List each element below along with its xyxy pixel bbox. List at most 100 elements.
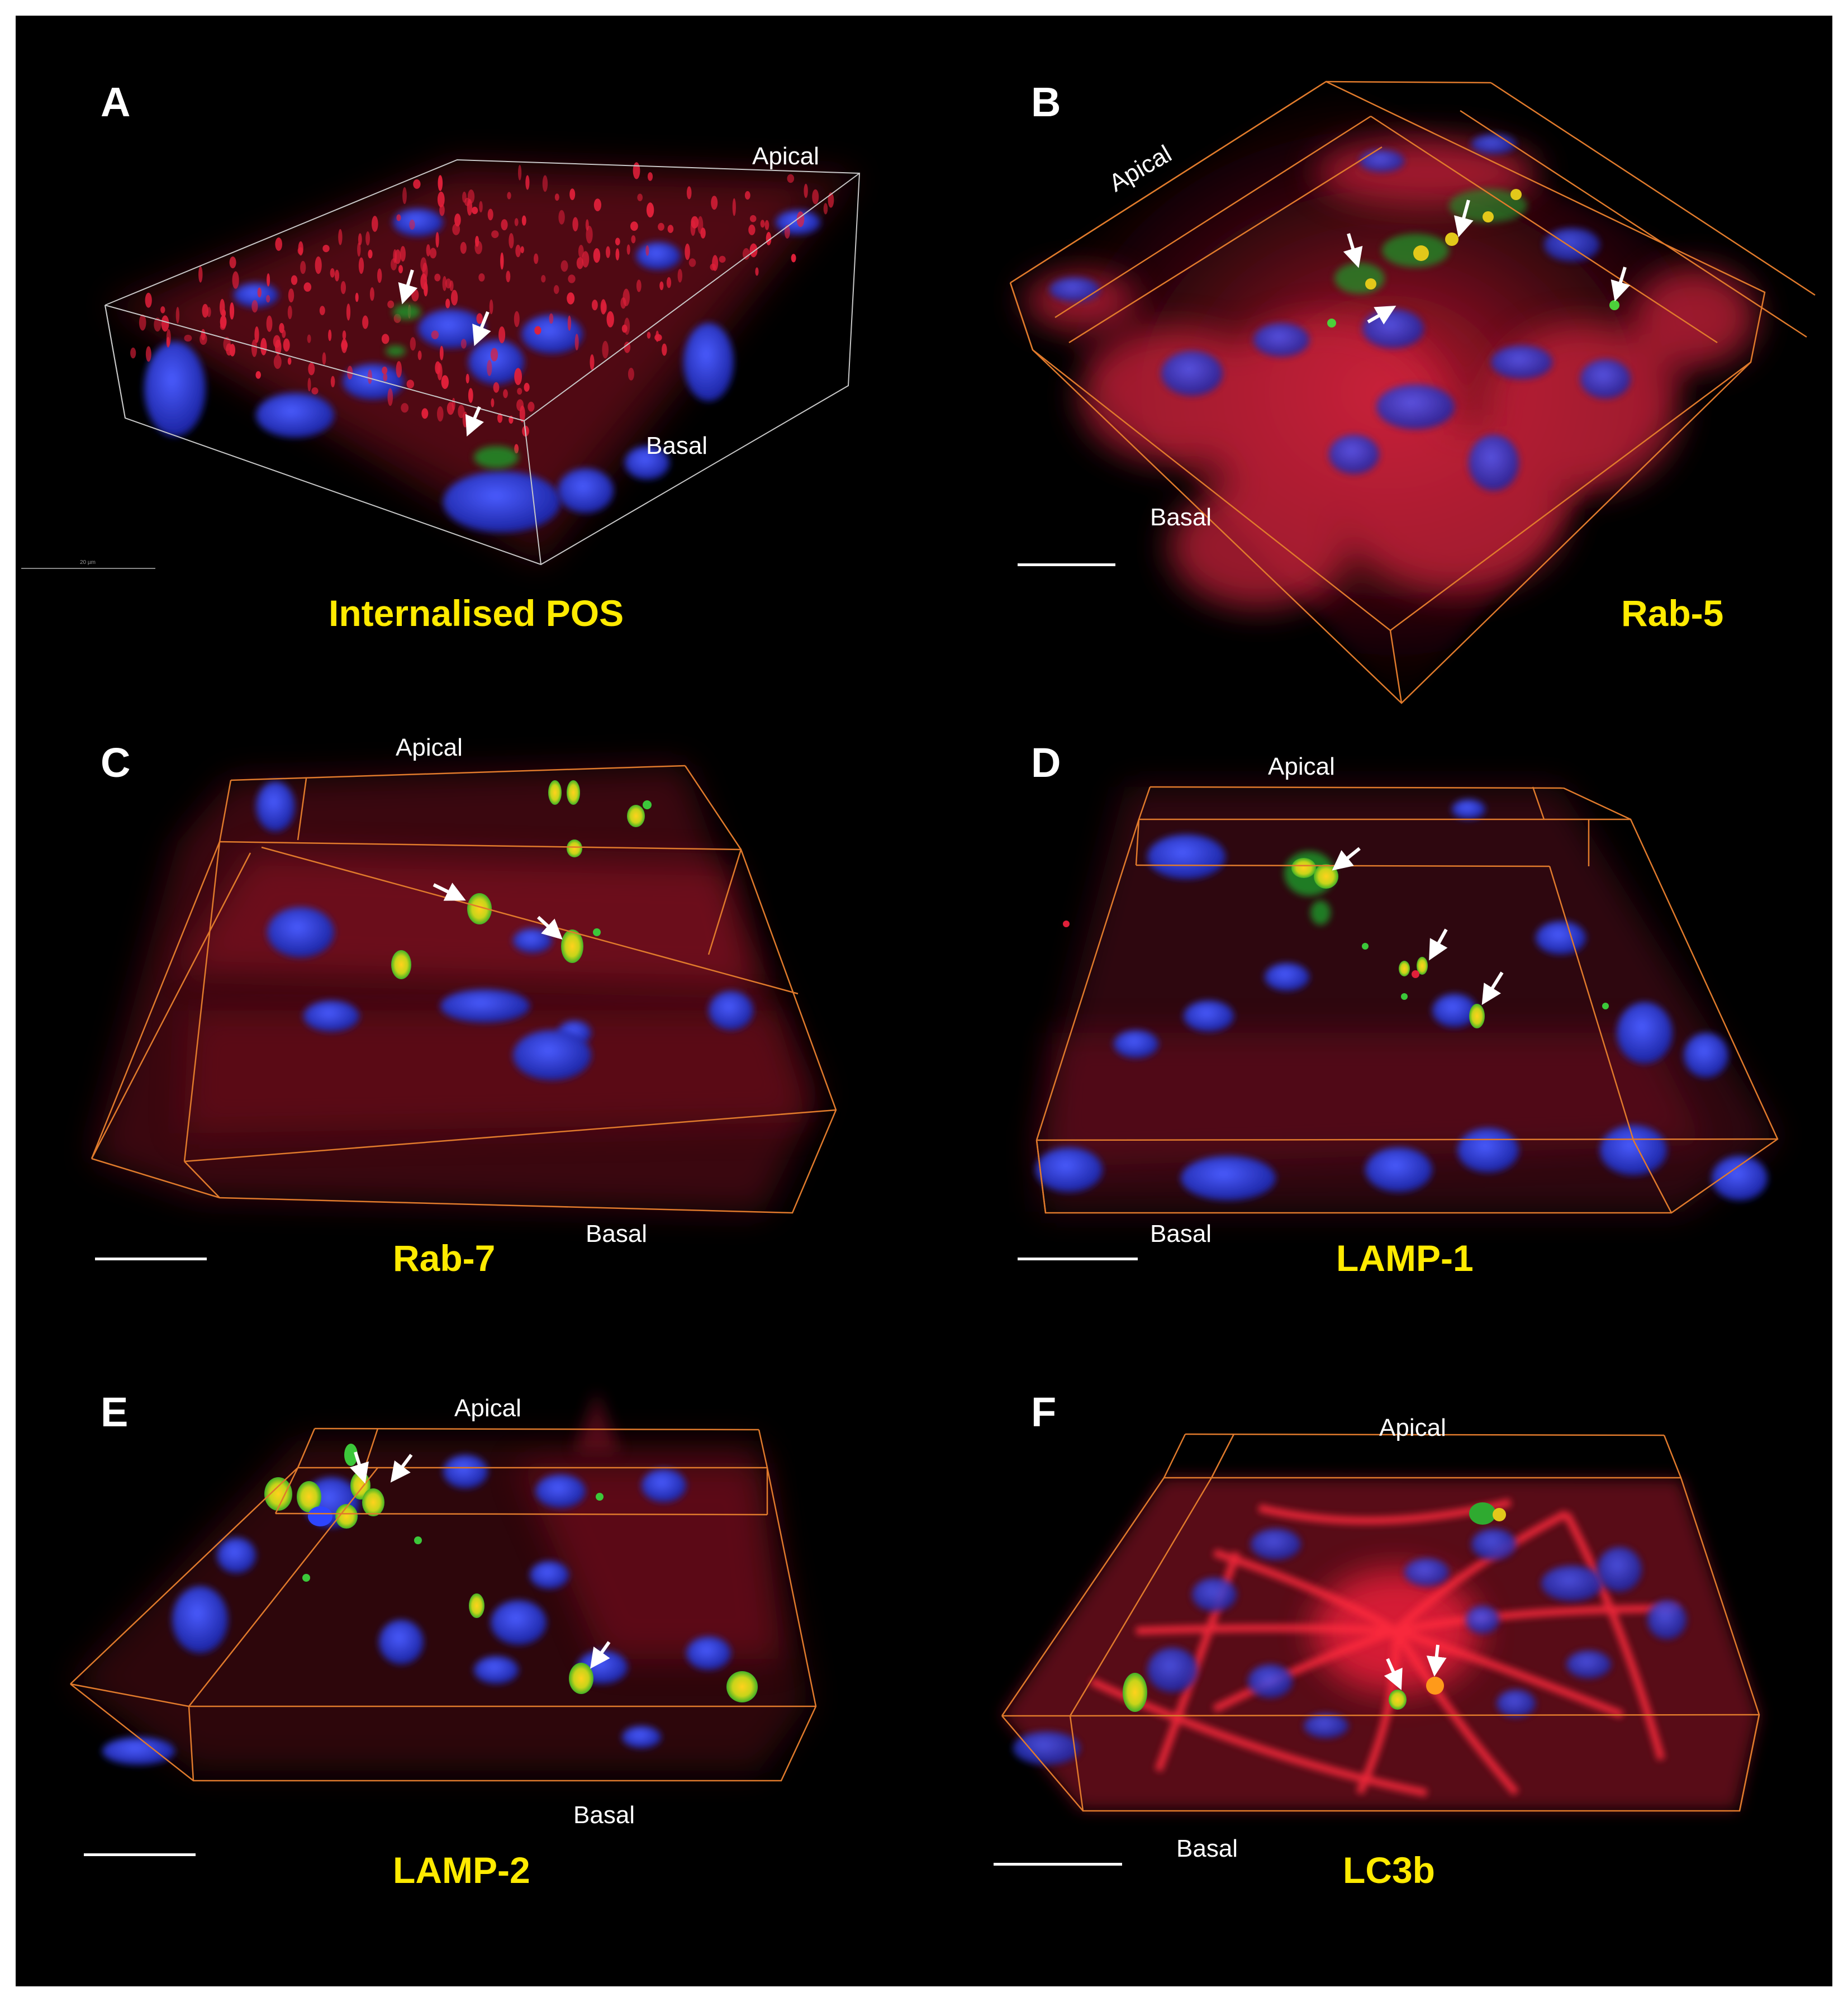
pos-punctum [429,248,437,259]
panel-e-3d-render [70,1391,817,1782]
pos-punctum [748,224,756,235]
pos-punctum [812,189,819,205]
pos-punctum [381,334,389,344]
pos-punctum [541,275,546,283]
pos-punctum [630,221,638,231]
pos-punctum [645,245,649,256]
pos-punctum [273,354,282,369]
panel-d-basal-label: Basal [1150,1220,1212,1247]
pos-punctum [357,242,361,257]
pos-punctum [465,373,469,384]
panel-b: B Apical Basal Rab-5 [924,16,1832,720]
pos-punctum [439,204,445,216]
pos-punctum [615,238,620,246]
pos-punctum [479,201,483,213]
panel-a-red-puncta [130,162,834,454]
pos-punctum [288,288,294,303]
pos-punctum [283,338,290,352]
pos-punctum [330,268,335,278]
panel-d: D Apical Basal LAMP-1 [924,720,1832,1368]
pos-punctum [439,345,444,360]
pos-punctum [490,348,498,362]
arrow-icon [1429,928,1448,961]
pos-punctum [688,258,696,267]
pos-punctum [633,162,640,179]
pos-punctum [184,334,192,342]
pos-punctum [719,255,726,263]
pos-punctum [199,333,207,345]
panel-c-letter: C [101,739,131,786]
panel-a-scale-label: 20 µm [80,559,96,566]
pos-punctum [445,298,450,309]
pos-punctum [666,277,672,288]
pos-punctum [451,290,458,306]
panel-c-arrows [433,883,563,940]
pos-punctum [154,317,161,332]
pos-punctum [464,197,471,206]
panel-f-colocalized-puncta [1123,1502,1506,1712]
pos-punctum [515,244,521,258]
pos-punctum [437,406,444,422]
pos-punctum [593,248,601,263]
panel-d-apical-label: Apical [1268,753,1335,780]
pos-punctum [489,299,493,315]
pos-punctum [362,315,369,329]
panel-d-arrows [1332,847,1504,1005]
arrow-icon [536,915,563,940]
pos-punctum [307,377,311,392]
pos-punctum [254,326,259,343]
pos-punctum [507,192,511,200]
pos-punctum [251,339,258,357]
pos-punctum [322,245,330,253]
pos-punctum [251,300,258,313]
pos-punctum [514,368,522,385]
pos-punctum [232,271,239,289]
panel-d-3d-render [1035,786,1779,1214]
panel-b-scale-bar [1018,563,1115,566]
pos-punctum [686,186,692,200]
pos-punctum [697,216,704,234]
pos-punctum [602,340,609,359]
pos-punctum [685,243,690,260]
pos-punctum [334,269,340,282]
pos-punctum [435,232,439,248]
panel-f-arrows [1384,1644,1447,1690]
arrow-icon [398,269,418,305]
panel-a-caption: Internalised POS [329,592,624,634]
pos-punctum [624,317,630,335]
pos-punctum [166,336,170,348]
panel-e-apical-label: Apical [454,1394,521,1422]
pos-punctum [468,388,473,403]
panel-b-arrows [1343,200,1631,325]
panel-e: E Apical Basal LAMP-2 [16,1368,924,1986]
panel-b-letter: B [1031,79,1061,125]
arrow-icon [1426,1644,1447,1677]
pos-punctum [161,315,169,332]
panel-b-3d-render [1009,80,1816,704]
pos-punctum [437,191,445,207]
pos-punctum [506,271,511,282]
pos-punctum [804,183,808,198]
pos-punctum [260,338,267,355]
pos-punctum [220,323,226,330]
pos-punctum [422,262,428,280]
pos-punctum [291,275,298,285]
pos-punctum [387,300,395,309]
pos-punctum [387,388,393,406]
arrow-icon [1343,233,1363,268]
pos-punctum [471,206,478,215]
panel-d-letter: D [1031,739,1061,786]
pos-punctum [338,229,343,245]
pos-punctum [553,285,559,294]
panel-a-apical-label: Apical [752,143,819,170]
pos-punctum [458,405,465,419]
panel-a-basal-label: Basal [646,432,708,459]
panel-a-nuclei [144,208,820,533]
pos-punctum [558,210,565,225]
pos-punctum [476,313,483,324]
pos-punctum [574,334,579,350]
figure-panel-grid: A Apical Basal 20 µm Internalised POS [16,16,1832,1986]
pos-punctum [828,192,834,208]
pos-punctum [365,231,370,246]
pos-punctum [377,268,382,283]
